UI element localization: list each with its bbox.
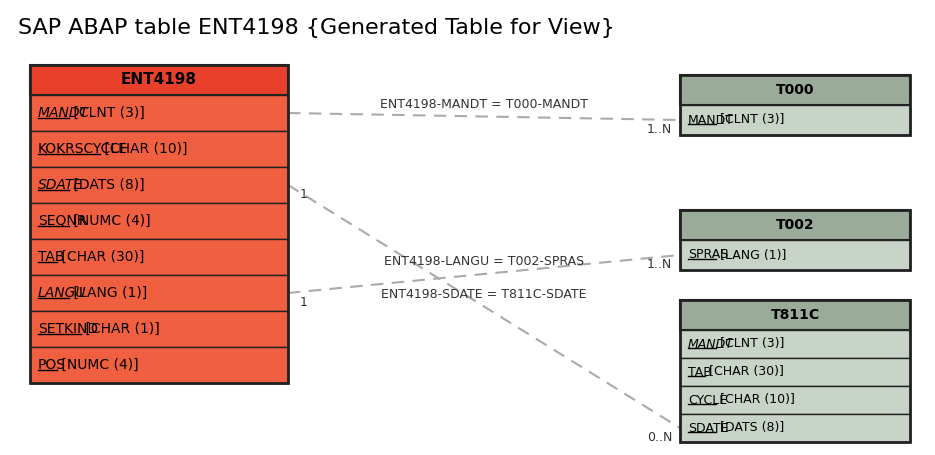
Text: ENT4198-MANDT = T000-MANDT: ENT4198-MANDT = T000-MANDT [380, 97, 588, 111]
Text: [DATS (8)]: [DATS (8)] [716, 421, 784, 435]
Text: SEQNR: SEQNR [38, 214, 86, 228]
Text: SDATE: SDATE [688, 421, 728, 435]
Text: 1: 1 [300, 188, 308, 201]
FancyBboxPatch shape [680, 386, 910, 414]
FancyBboxPatch shape [30, 95, 288, 131]
FancyBboxPatch shape [680, 330, 910, 358]
Text: POS: POS [38, 358, 66, 372]
Text: MANDT: MANDT [688, 338, 734, 350]
Text: [LANG (1)]: [LANG (1)] [716, 248, 786, 262]
Text: [CLNT (3)]: [CLNT (3)] [716, 338, 784, 350]
Text: SETKIND: SETKIND [38, 322, 98, 336]
FancyBboxPatch shape [30, 311, 288, 347]
Text: T811C: T811C [770, 308, 820, 322]
Text: MANDT: MANDT [38, 106, 89, 120]
Text: T000: T000 [776, 83, 814, 97]
Text: [CLNT (3)]: [CLNT (3)] [69, 106, 145, 120]
Text: SPRAS: SPRAS [688, 248, 728, 262]
Text: [NUMC (4)]: [NUMC (4)] [69, 214, 151, 228]
FancyBboxPatch shape [30, 203, 288, 239]
Text: [CHAR (10)]: [CHAR (10)] [100, 142, 188, 156]
FancyBboxPatch shape [30, 65, 288, 95]
Text: [CHAR (30)]: [CHAR (30)] [57, 250, 144, 264]
Text: [DATS (8)]: [DATS (8)] [69, 178, 145, 192]
Text: 0..N: 0..N [647, 431, 672, 444]
FancyBboxPatch shape [30, 275, 288, 311]
Text: [NUMC (4)]: [NUMC (4)] [57, 358, 138, 372]
FancyBboxPatch shape [30, 239, 288, 275]
FancyBboxPatch shape [680, 414, 910, 442]
Text: TAB: TAB [38, 250, 65, 264]
Text: [CHAR (30)]: [CHAR (30)] [705, 365, 784, 379]
Text: ENT4198-LANGU = T002-SPRAS: ENT4198-LANGU = T002-SPRAS [384, 255, 584, 268]
Text: KOKRSCYCLE: KOKRSCYCLE [38, 142, 128, 156]
FancyBboxPatch shape [30, 167, 288, 203]
FancyBboxPatch shape [30, 131, 288, 167]
Text: ENT4198: ENT4198 [121, 72, 197, 87]
FancyBboxPatch shape [680, 240, 910, 270]
Text: ENT4198-SDATE = T811C-SDATE: ENT4198-SDATE = T811C-SDATE [381, 288, 587, 300]
Text: LANGU: LANGU [38, 286, 87, 300]
Text: MANDT: MANDT [688, 113, 734, 126]
Text: [CHAR (1)]: [CHAR (1)] [81, 322, 160, 336]
FancyBboxPatch shape [680, 358, 910, 386]
FancyBboxPatch shape [680, 75, 910, 105]
Text: 1..N: 1..N [647, 258, 672, 271]
Text: 1..N: 1..N [647, 123, 672, 136]
Text: SAP ABAP table ENT4198 {Generated Table for View}: SAP ABAP table ENT4198 {Generated Table … [18, 18, 615, 38]
FancyBboxPatch shape [680, 210, 910, 240]
Text: 1: 1 [300, 296, 308, 309]
FancyBboxPatch shape [680, 105, 910, 135]
Text: T002: T002 [776, 218, 814, 232]
Text: [CHAR (10)]: [CHAR (10)] [716, 394, 795, 406]
Text: TAB: TAB [688, 365, 712, 379]
Text: [LANG (1)]: [LANG (1)] [69, 286, 147, 300]
Text: SDATE: SDATE [38, 178, 83, 192]
Text: CYCLE: CYCLE [688, 394, 727, 406]
FancyBboxPatch shape [30, 347, 288, 383]
FancyBboxPatch shape [680, 300, 910, 330]
Text: [CLNT (3)]: [CLNT (3)] [716, 113, 784, 126]
